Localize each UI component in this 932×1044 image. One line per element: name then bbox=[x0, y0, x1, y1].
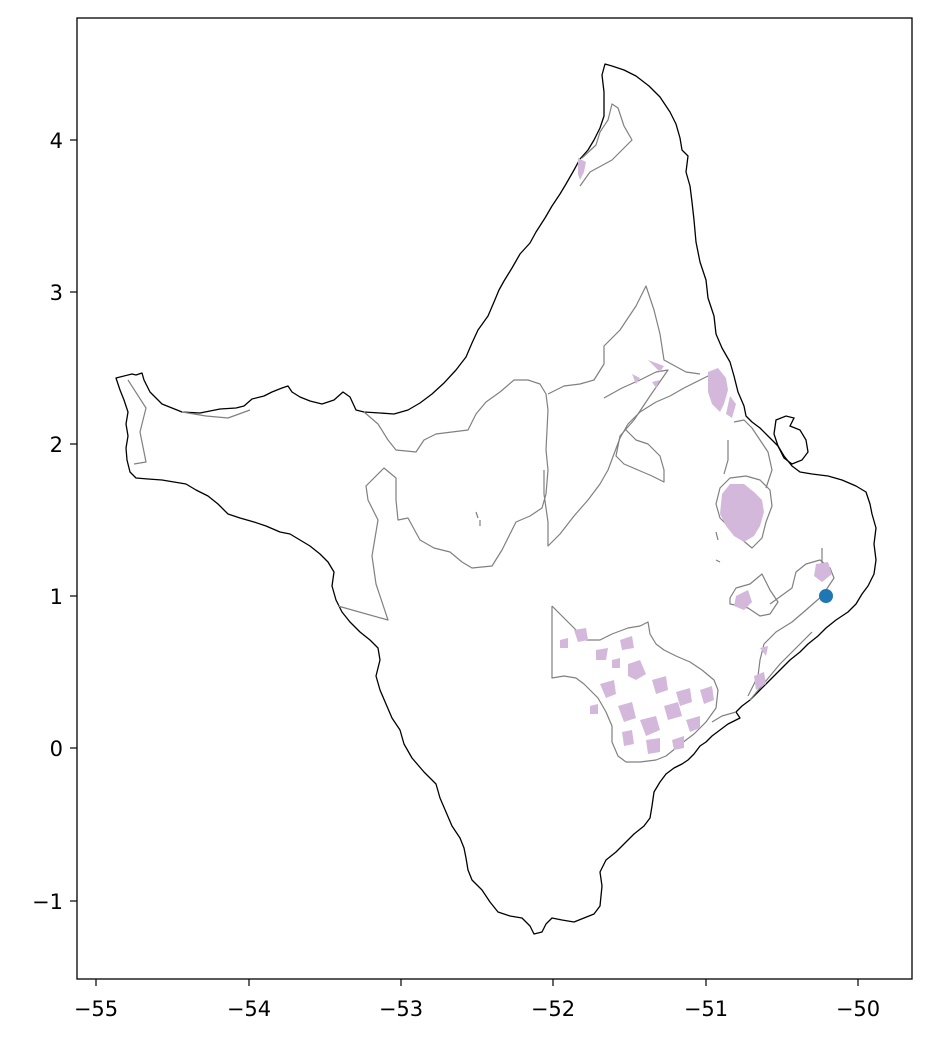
patch-cluster-east bbox=[720, 484, 764, 542]
x-tick-label: −50 bbox=[836, 997, 880, 1021]
patch-cluster-north bbox=[578, 158, 586, 180]
patch-cluster-northeast bbox=[632, 360, 736, 418]
region-boundary-north-tip bbox=[579, 103, 633, 187]
y-tick-label: 4 bbox=[50, 129, 63, 153]
y-tick-label: 3 bbox=[50, 281, 63, 305]
patch-cluster-southeast bbox=[734, 562, 832, 690]
region-boundary-east-coast bbox=[723, 419, 773, 489]
y-tick-label: 1 bbox=[50, 585, 63, 609]
x-tick-label: −51 bbox=[684, 997, 728, 1021]
island-boundary bbox=[773, 415, 809, 465]
y-axis: −1 0 1 2 3 4 bbox=[32, 129, 77, 914]
marker-point bbox=[819, 589, 833, 603]
axes-frame bbox=[76, 17, 913, 980]
patch-cluster-south-1 bbox=[574, 628, 634, 660]
y-tick-label: −1 bbox=[32, 890, 63, 914]
y-tick-label: 2 bbox=[50, 433, 63, 457]
region-boundary-far-west bbox=[127, 379, 147, 465]
y-tick-label: 0 bbox=[50, 737, 63, 761]
plot-area bbox=[77, 18, 912, 979]
x-tick-label: −55 bbox=[74, 997, 118, 1021]
state-boundary bbox=[115, 63, 877, 935]
region-boundary-east-inner bbox=[603, 369, 669, 483]
patch-cluster-south-2 bbox=[600, 660, 692, 706]
region-boundary-east-loop bbox=[715, 475, 773, 549]
land-use-patches bbox=[560, 158, 832, 754]
region-boundary-central-west bbox=[337, 379, 549, 621]
region-boundary-south-coast bbox=[711, 631, 813, 723]
region-boundary-fragments bbox=[475, 511, 721, 563]
x-tick-label: −52 bbox=[531, 997, 575, 1021]
x-axis: −55 −54 −53 −52 −51 −50 bbox=[74, 979, 880, 1021]
x-tick-label: −53 bbox=[379, 997, 423, 1021]
patch-cluster-south-3 bbox=[618, 686, 714, 754]
region-boundary-central bbox=[547, 285, 701, 395]
x-tick-label: −54 bbox=[227, 997, 271, 1021]
region-boundary-west-strip bbox=[181, 409, 251, 419]
region-boundaries bbox=[127, 103, 835, 763]
region-boundary-central-south bbox=[543, 373, 713, 547]
